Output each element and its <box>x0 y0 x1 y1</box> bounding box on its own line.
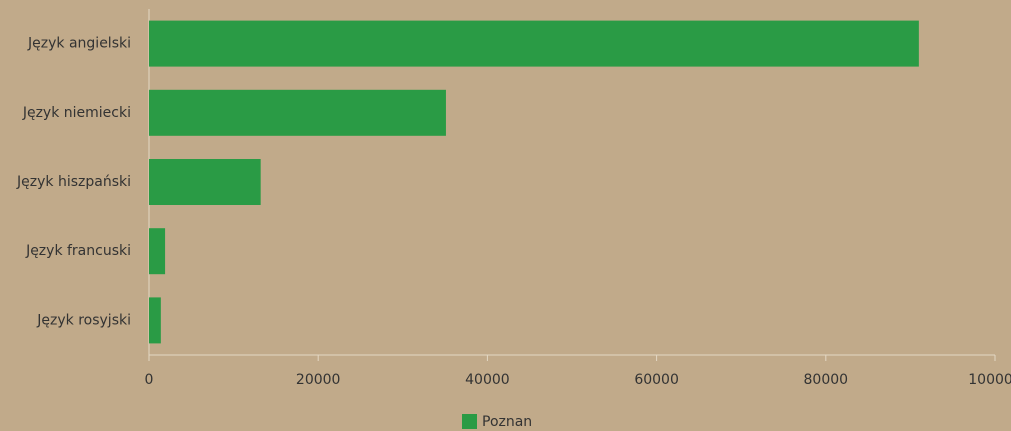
y-tick-label: Język hiszpański <box>16 174 131 190</box>
x-tick-label: 80000 <box>804 372 849 388</box>
y-tick-label: Język niemiecki <box>22 105 131 121</box>
y-tick-label: Język francuski <box>25 243 131 259</box>
y-tick-label: Język angielski <box>27 36 131 52</box>
x-tick-label: 100000 <box>968 372 1011 388</box>
bar <box>149 297 161 344</box>
bar <box>149 159 261 205</box>
bar <box>149 20 919 67</box>
x-tick-label: 20000 <box>296 372 341 388</box>
x-tick-label: 40000 <box>465 372 510 388</box>
legend-label: Poznan <box>482 414 532 430</box>
bar <box>149 228 166 275</box>
x-tick-label: 60000 <box>634 372 679 388</box>
x-tick-label: 0 <box>145 372 154 388</box>
legend-swatch <box>462 414 477 429</box>
y-tick-label: Język rosyjski <box>36 312 131 328</box>
bar <box>149 89 446 136</box>
